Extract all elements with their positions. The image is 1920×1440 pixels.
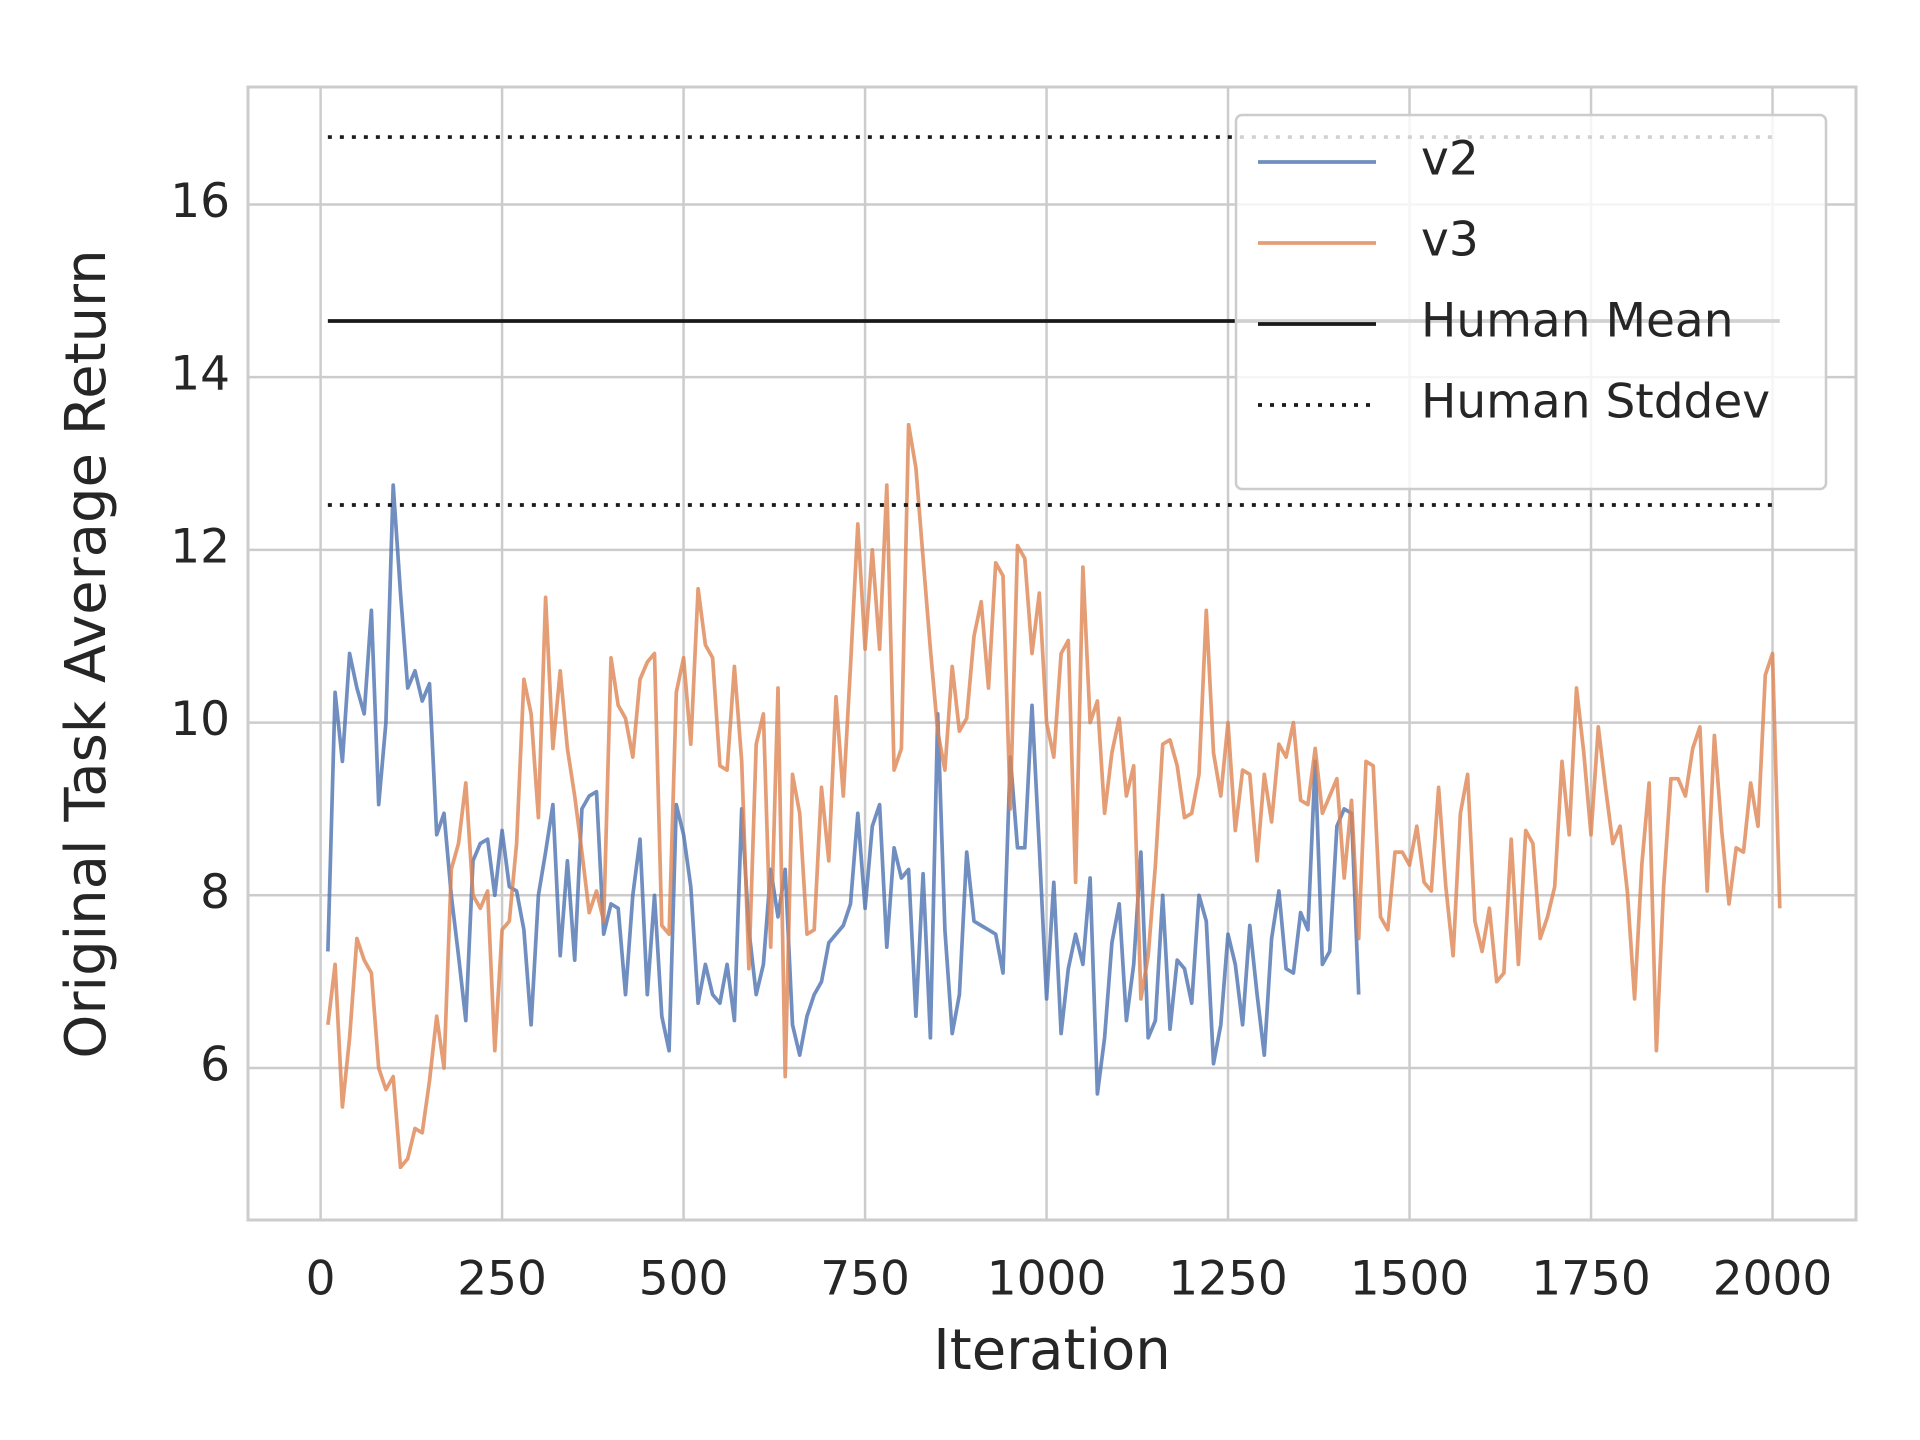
- y-tick-label: 10: [170, 692, 230, 747]
- x-tick-label: 1750: [1531, 1252, 1651, 1307]
- y-tick-label: 14: [170, 347, 230, 402]
- x-tick-label: 500: [639, 1252, 729, 1307]
- legend-label: v3: [1421, 213, 1479, 268]
- legend-box: [1234, 113, 1828, 491]
- legend-label: Human Stddev: [1421, 375, 1770, 430]
- y-tick-label: 12: [170, 519, 230, 574]
- legend-label: Human Mean: [1421, 294, 1734, 349]
- x-tick-label: 750: [820, 1252, 910, 1307]
- y-tick-label: 6: [200, 1038, 230, 1093]
- series-line: [326, 483, 1361, 1096]
- x-axis-label: Iteration: [933, 1318, 1171, 1383]
- x-tick-label: 1250: [1168, 1252, 1288, 1307]
- legend: v2 v3 Human Mean Human Stddev: [1234, 113, 1828, 491]
- legend-label: v2: [1421, 132, 1479, 187]
- y-axis-label: Original Task Average Return: [54, 249, 119, 1058]
- x-tick-label: 1500: [1350, 1252, 1470, 1307]
- y-tick-label: 16: [170, 174, 230, 229]
- plot-frame: [246, 85, 1858, 1222]
- x-tick-label: 2000: [1713, 1252, 1833, 1307]
- x-tick-label: 0: [306, 1252, 336, 1307]
- x-tick-label: 1000: [987, 1252, 1107, 1307]
- x-tick-label: 250: [457, 1252, 547, 1307]
- y-tick-label: 8: [200, 865, 230, 920]
- series-line: [326, 422, 1782, 1170]
